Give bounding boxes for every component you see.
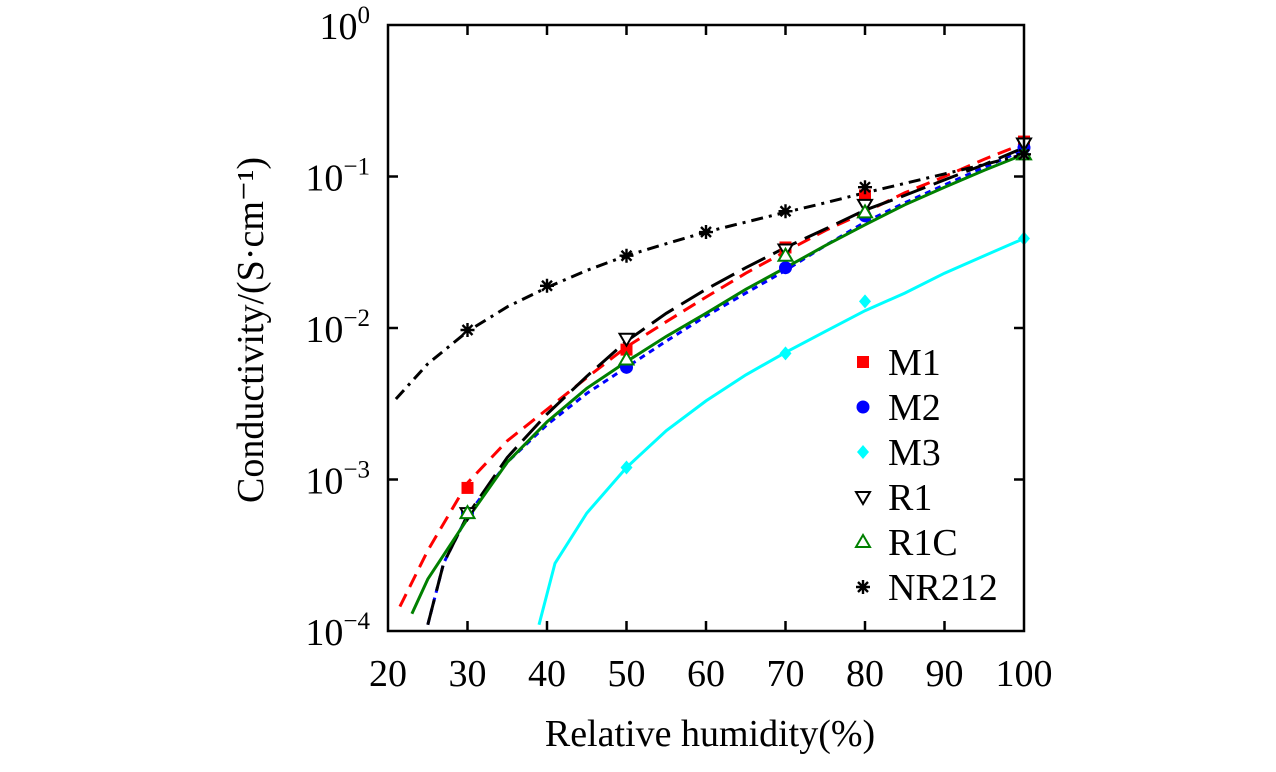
x-tick-label: 20 <box>369 653 407 695</box>
data-point-nr212 <box>540 278 554 293</box>
data-point-nr212 <box>619 248 634 263</box>
x-tick-label: 30 <box>449 653 487 695</box>
data-point-m1 <box>461 481 474 494</box>
legend-marker-nr212 <box>856 580 870 594</box>
data-point-m2 <box>779 261 792 275</box>
legend-label-r1c: R1C <box>888 522 958 564</box>
legend-label-m1: M1 <box>888 342 941 384</box>
data-point-m1 <box>859 189 871 202</box>
y-axis-title: Conductivity/(S·cm⁻¹) <box>230 157 272 503</box>
data-point-nr212 <box>858 180 872 195</box>
legend-marker-r1c <box>854 533 872 548</box>
data-point-m1 <box>620 343 633 356</box>
x-tick-label: 100 <box>996 653 1053 695</box>
x-axis-title: Relative humidity(%) <box>545 713 875 755</box>
fit-line-m1 <box>398 142 1025 608</box>
data-point-r1c <box>617 350 636 366</box>
fit-line-r1 <box>426 146 1025 626</box>
x-tick-label: 80 <box>846 653 884 695</box>
data-point-nr212 <box>778 204 793 219</box>
data-point-r1c <box>458 504 477 520</box>
data-point-m3 <box>620 460 633 475</box>
y-tick-label: 10−2 <box>305 305 370 351</box>
legend-marker-r1 <box>854 491 872 506</box>
x-tick-label: 50 <box>608 653 646 695</box>
data-point-nr212 <box>460 323 475 338</box>
legend-marker-m1 <box>857 356 869 368</box>
legend-label-r1: R1 <box>888 477 932 519</box>
legend-marker-m2 <box>856 400 870 414</box>
fit-line-r1c <box>410 153 1025 615</box>
x-axis: 20 30 40 50 60 70 80 90 100 <box>369 25 1053 695</box>
y-axis: 10−4 10−3 10−2 10−1 100 <box>305 2 1024 654</box>
data-point-nr212 <box>699 225 713 240</box>
data-point-r1 <box>617 332 636 348</box>
data-markers <box>458 135 1033 523</box>
fit-line-m3 <box>537 237 1025 626</box>
x-tick-label: 90 <box>926 653 964 695</box>
legend-label-m3: M3 <box>888 432 941 474</box>
data-point-r1c <box>856 203 874 219</box>
data-point-m3 <box>779 346 792 361</box>
x-tick-label: 40 <box>528 653 566 695</box>
y-tick-label: 10−3 <box>305 457 370 503</box>
x-tick-label: 60 <box>687 653 725 695</box>
y-tick-label: 10−1 <box>305 154 370 200</box>
y-tick-label: 100 <box>320 2 371 48</box>
legend-label-m2: M2 <box>888 387 941 429</box>
legend-label-nr212: NR212 <box>888 567 998 609</box>
x-tick-label: 70 <box>767 653 805 695</box>
fit-line-m2 <box>426 148 1025 626</box>
data-point-r1c <box>776 246 795 262</box>
y-tick-label: 10−4 <box>305 608 370 654</box>
legend-marker-m3 <box>857 445 869 459</box>
data-point-m3 <box>859 294 871 309</box>
